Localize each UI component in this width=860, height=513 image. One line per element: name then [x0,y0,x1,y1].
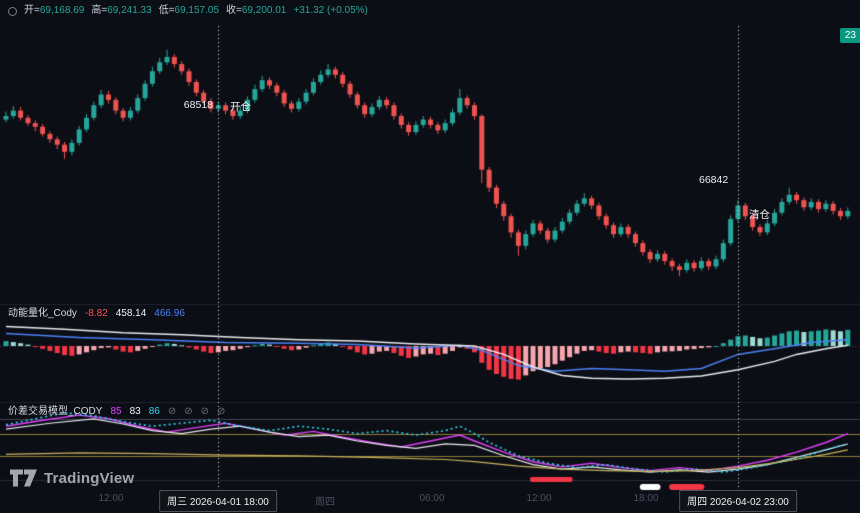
tradingview-logo-icon [10,469,37,487]
time-tick: 12:00 [526,493,552,504]
spread-value-2: 83 [129,406,141,417]
entry-label-annotation: 开仓 [230,101,251,113]
indicator-remove-icon[interactable]: ⊘ [200,406,209,417]
close-label: 收= [226,5,242,16]
crosshair-time-label-1: 周三 2026-04-01 18:00 [159,490,277,512]
momentum-value-2: 458.14 [115,308,147,319]
ohlc-readout: 开=69,168.69 高=69,241.33 低=69,157.05 收=69… [8,5,368,17]
low-label: 低= [158,5,175,16]
close-field: 收=69,200.01 [226,5,286,17]
high-value: 69,241.33 [107,5,152,16]
crosshair-time-label-2: 周四 2026-04-02 23:00 [679,490,797,512]
open-value: 69,168.69 [39,5,85,16]
exit-label-annotation: 清仓 [749,209,770,221]
momentum-indicator-title[interactable]: 动能量化_Cody [8,308,77,319]
high-label: 高= [91,5,108,16]
spread-value-1: 85 [110,406,122,417]
tradingview-watermark[interactable]: TradingView [10,469,134,487]
price-countdown-badge: 23 [839,28,860,43]
close-value: 69,200.01 [241,5,287,16]
low-field: 低=69,157.05 [159,5,219,17]
exit-price-annotation: 66842 [699,174,729,186]
entry-price-annotation: 68518 [183,99,213,111]
low-value: 69,157.05 [174,5,220,16]
series-marker-icon[interactable] [8,6,17,16]
high-field: 高=69,241.33 [91,5,151,17]
spread-value-3: 86 [148,406,160,417]
open-label: 开= [24,5,40,16]
time-tick: 12:00 [98,493,124,504]
momentum-value-1: -8.82 [84,308,108,319]
tradingview-watermark-text: TradingView [44,469,135,487]
indicator-hide-icon[interactable]: ⊘ [167,406,177,417]
open-field: 开=69,168.69 [24,5,84,17]
time-tick: 周四 [315,497,335,508]
spread-indicator-title[interactable]: 价差交易模型_CODY [8,406,103,417]
indicator-settings-icon[interactable]: ⊘ [184,406,193,417]
momentum-indicator-header: 动能量化_Cody -8.82 458.14 466.96 [8,308,185,320]
time-tick: 18:00 [633,493,659,504]
indicator-more-icon[interactable]: ⊘ [217,406,226,417]
momentum-value-3: 466.96 [154,308,185,319]
spread-indicator-header: 价差交易模型_CODY 85 83 86 ⊘ ⊘ ⊘ ⊘ [8,406,225,418]
time-tick: 06:00 [419,493,445,504]
change-value: +31.32 (+0.05%) [293,5,368,16]
